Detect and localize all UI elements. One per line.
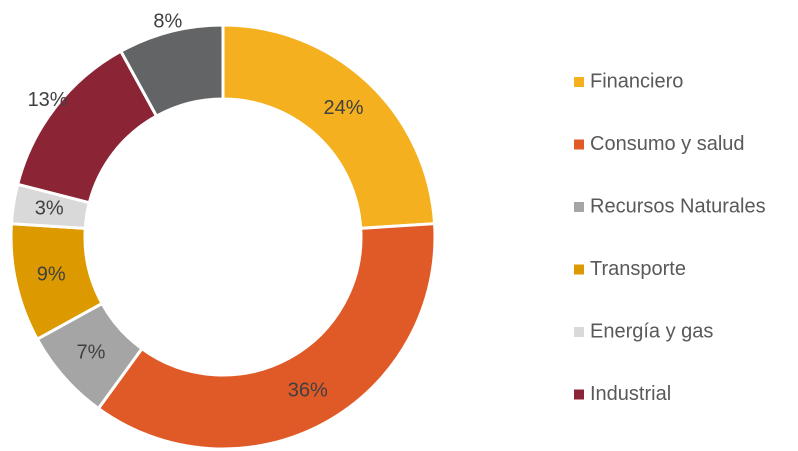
legend-swatch: [574, 327, 584, 337]
legend-label: Industrial: [590, 383, 671, 405]
legend-swatch: [574, 389, 584, 400]
legend-label: Recursos Naturales: [590, 195, 766, 217]
data-label: 7%: [77, 342, 106, 364]
legend-swatch: [574, 264, 584, 275]
legend-swatch: [574, 202, 584, 212]
data-label: 36%: [288, 380, 328, 402]
donut-slice: [221, 23, 437, 230]
legend-label: Energía y gas: [590, 320, 713, 342]
data-label: 24%: [323, 97, 363, 119]
data-label: 8%: [153, 10, 182, 32]
legend-label: Financiero: [590, 70, 683, 92]
legend-swatch: [574, 139, 584, 150]
donut-slice: [96, 222, 437, 451]
data-label: 3%: [35, 198, 64, 220]
legend-swatch: [574, 77, 584, 87]
legend-label: Consumo y salud: [590, 133, 745, 155]
donut-slice: [118, 23, 225, 119]
data-label: 9%: [37, 264, 66, 286]
data-label: 13%: [28, 89, 68, 111]
legend-label: Transporte: [590, 258, 686, 280]
